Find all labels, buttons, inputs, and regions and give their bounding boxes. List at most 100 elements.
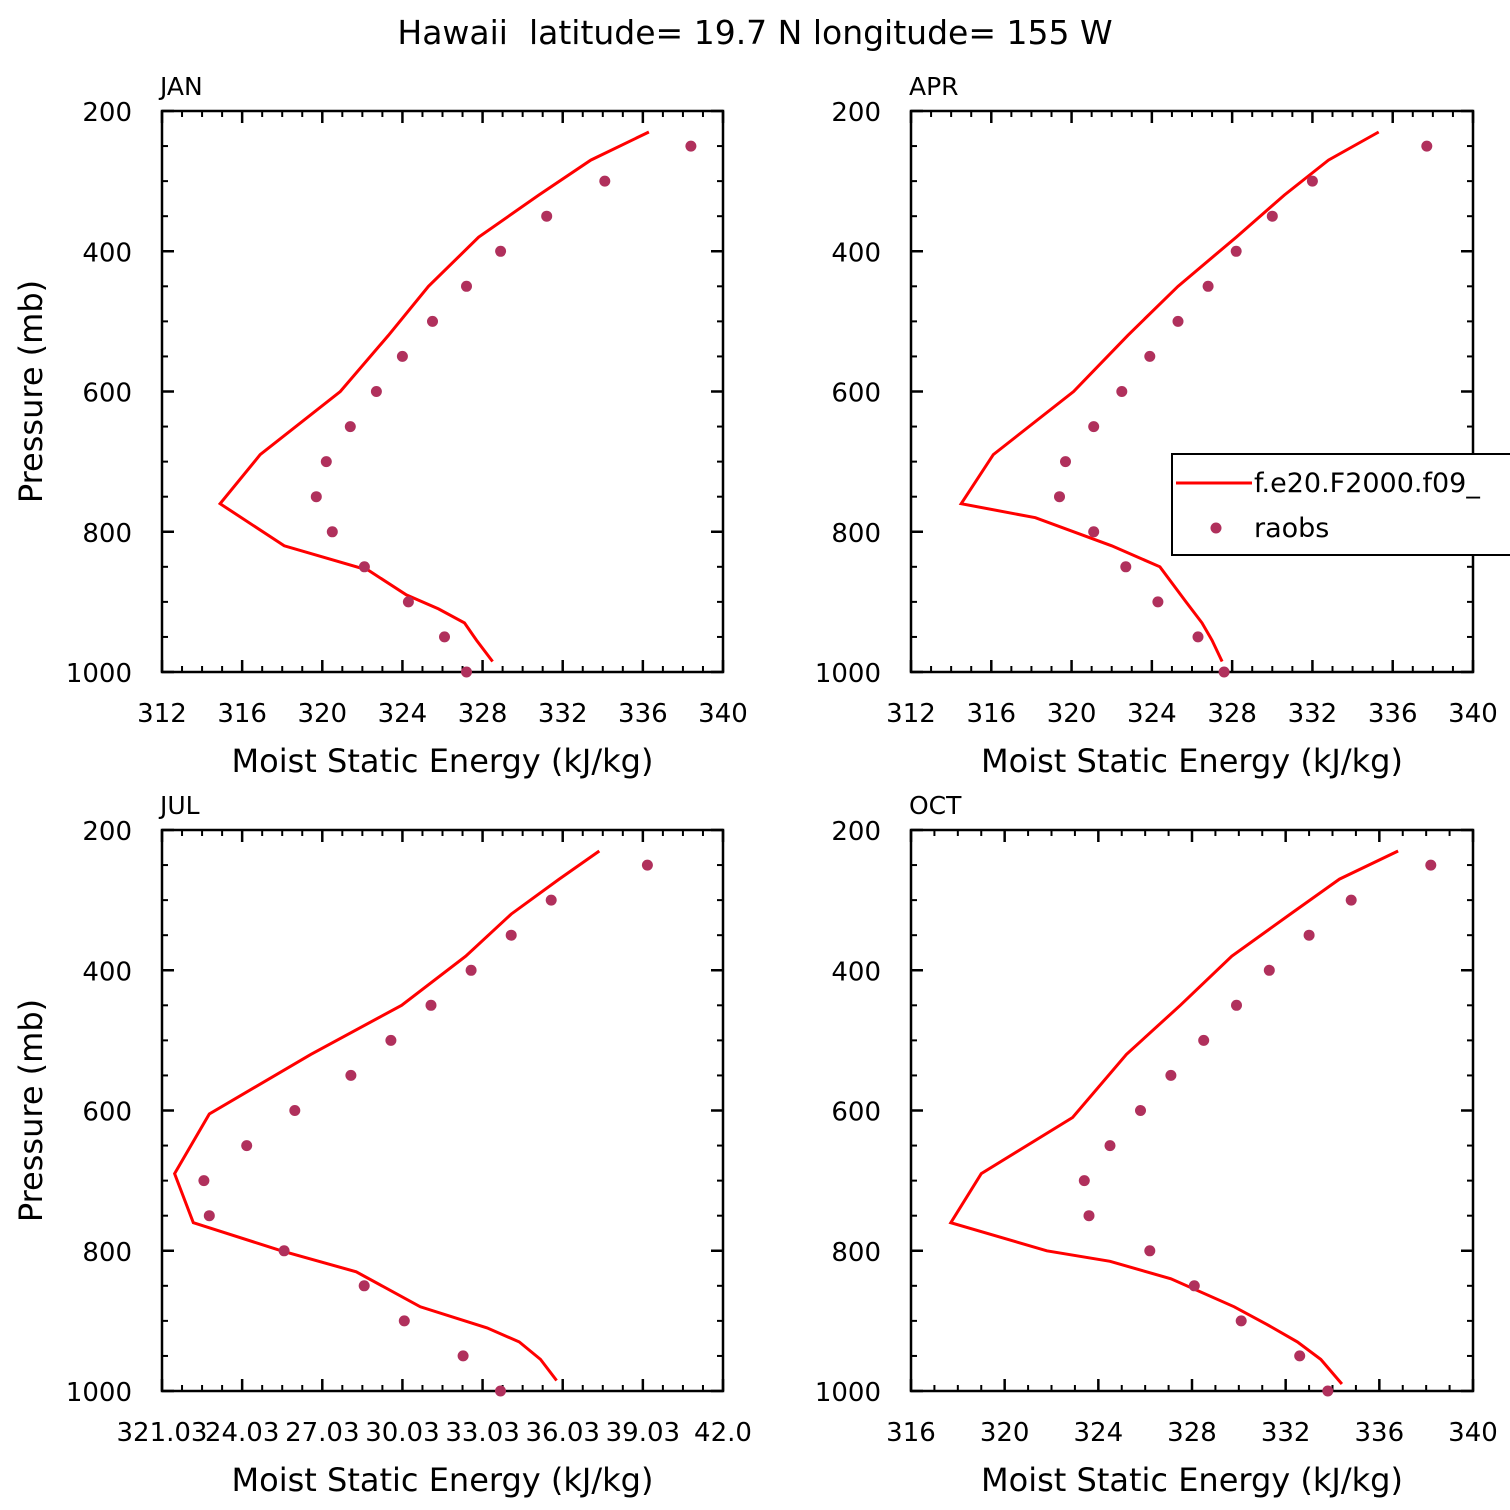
x-tick-label: 312 <box>886 699 936 729</box>
raobs-point <box>541 210 553 222</box>
x-tick-label: 316 <box>217 699 267 729</box>
raobs-point <box>461 280 472 292</box>
raobs-point <box>278 1245 290 1257</box>
raobs-point <box>344 421 356 433</box>
y-tick-label: 400 <box>831 957 881 987</box>
x-tick-label: 324 <box>1127 699 1177 729</box>
raobs-point <box>1088 421 1100 433</box>
raobs-point <box>203 1210 215 1222</box>
raobs-point <box>398 1315 410 1327</box>
raobs-point <box>495 245 507 257</box>
y-tick-label: 1000 <box>66 1378 132 1408</box>
y-tick-label: 1000 <box>66 659 132 689</box>
legend-box <box>1171 453 1510 556</box>
x-tick-label: 312 <box>137 699 187 729</box>
x-tick-label: 336 <box>1368 699 1418 729</box>
raobs-point <box>505 929 517 941</box>
raobs-point <box>1152 596 1164 608</box>
raobs-point <box>461 666 472 678</box>
x-tick-label: 340 <box>1448 699 1498 729</box>
chart-panel-apr: 312 316 320 324 328 332 336 340 200 400 600 800 1000… <box>815 72 1498 780</box>
plot-frame <box>909 109 1475 674</box>
raobs-point <box>425 999 437 1011</box>
raobs-point <box>402 596 414 608</box>
raobs-point <box>1263 964 1275 976</box>
y-tick-label: 400 <box>82 957 132 987</box>
raobs-point <box>310 491 322 503</box>
x-tick-label: 27.03 <box>285 1418 359 1448</box>
raobs-point <box>358 561 370 573</box>
figure-title: Hawaii latitude= 19.7 N longitude= 155 W <box>397 13 1112 52</box>
y-tick-label: 600 <box>82 379 132 409</box>
raobs-point <box>326 526 338 538</box>
chart-panel-jan: 312 316 320 324 328 332 336 340 200 400 600 800 1000… <box>12 72 748 780</box>
x-tick-label: 324 <box>1074 1418 1124 1448</box>
raobs-point <box>1172 315 1184 327</box>
raobs-point <box>1266 210 1278 222</box>
y-tick-label: 400 <box>831 238 881 268</box>
y-tick-label: 1000 <box>815 659 881 689</box>
x-tick-label: 39.03 <box>606 1418 680 1448</box>
raobs-point <box>320 456 332 468</box>
y-tick-label: 200 <box>82 817 132 847</box>
y-tick-label: 800 <box>82 1238 132 1268</box>
x-tick-label: 30.03 <box>365 1418 439 1448</box>
raobs-point <box>685 140 697 152</box>
x-tick-label: 36.03 <box>525 1418 599 1448</box>
raobs-point <box>1192 631 1204 643</box>
raobs-point <box>1421 140 1433 152</box>
raobs-point <box>427 315 438 327</box>
chart-panel-oct: 316 320 324 328 332 336 340 200 400 600 800 1000 OCT… <box>815 791 1498 1499</box>
raobs-point <box>1188 1280 1200 1292</box>
raobs-point <box>1060 456 1071 468</box>
legend-label-raobs: raobs <box>1254 513 1329 544</box>
raobs-point <box>599 175 611 187</box>
legend-label-model: f.e20.F2000.f09_ <box>1254 468 1480 499</box>
model-line-series <box>172 849 601 1382</box>
x-tick-label: 328 <box>1207 699 1257 729</box>
x-tick-label: 340 <box>1448 1418 1498 1448</box>
legend-marker-swatch <box>1210 522 1222 534</box>
raobs-point <box>1135 1105 1146 1116</box>
y-tick-label: 600 <box>831 379 881 409</box>
x-tick-label: 328 <box>1167 1418 1217 1448</box>
raobs-point <box>1322 1385 1334 1397</box>
legend: f.e20.F2000.f09_raobs <box>1171 453 1510 556</box>
y-tick-label: 800 <box>831 1238 881 1268</box>
panels: 312 316 320 324 328 332 336 340 200 400 600 800 1000… <box>12 72 1510 1499</box>
raobs-point <box>1144 1245 1156 1257</box>
raobs-point <box>465 964 477 976</box>
raobs-point <box>457 1350 469 1362</box>
raobs-point <box>1202 280 1214 292</box>
x-tick-label: 320 <box>297 699 347 729</box>
y-tick-label: 1000 <box>815 1378 881 1408</box>
raobs-point <box>289 1105 301 1116</box>
y-tick-label: 800 <box>831 519 881 549</box>
raobs-point <box>396 350 408 362</box>
raobs-point <box>345 1069 357 1081</box>
raobs-point <box>1078 1175 1090 1187</box>
raobs-point <box>1306 175 1318 187</box>
raobs-point <box>1230 245 1242 257</box>
raobs-point <box>1294 1350 1306 1362</box>
model-line-series <box>958 130 1380 663</box>
raobs-point <box>385 1034 397 1046</box>
x-tick-label: 316 <box>886 1418 936 1448</box>
y-tick-label: 200 <box>82 98 132 128</box>
raobs-point <box>358 1280 370 1292</box>
raobs-point <box>1218 666 1230 678</box>
panel-label: JUL <box>158 791 200 820</box>
raobs-point <box>1235 1315 1247 1327</box>
x-axis-title: Moist Static Energy (kJ/kg) <box>981 742 1403 780</box>
raobs-point <box>641 859 653 871</box>
x-tick-label: 340 <box>698 699 748 729</box>
panel-label: OCT <box>909 791 962 820</box>
panel-label: APR <box>909 72 959 101</box>
raobs-point <box>1083 1210 1095 1222</box>
raobs-point <box>1088 526 1100 538</box>
x-axis-title: Moist Static Energy (kJ/kg) <box>981 1461 1403 1499</box>
x-tick-label: 24.03 <box>205 1418 279 1448</box>
